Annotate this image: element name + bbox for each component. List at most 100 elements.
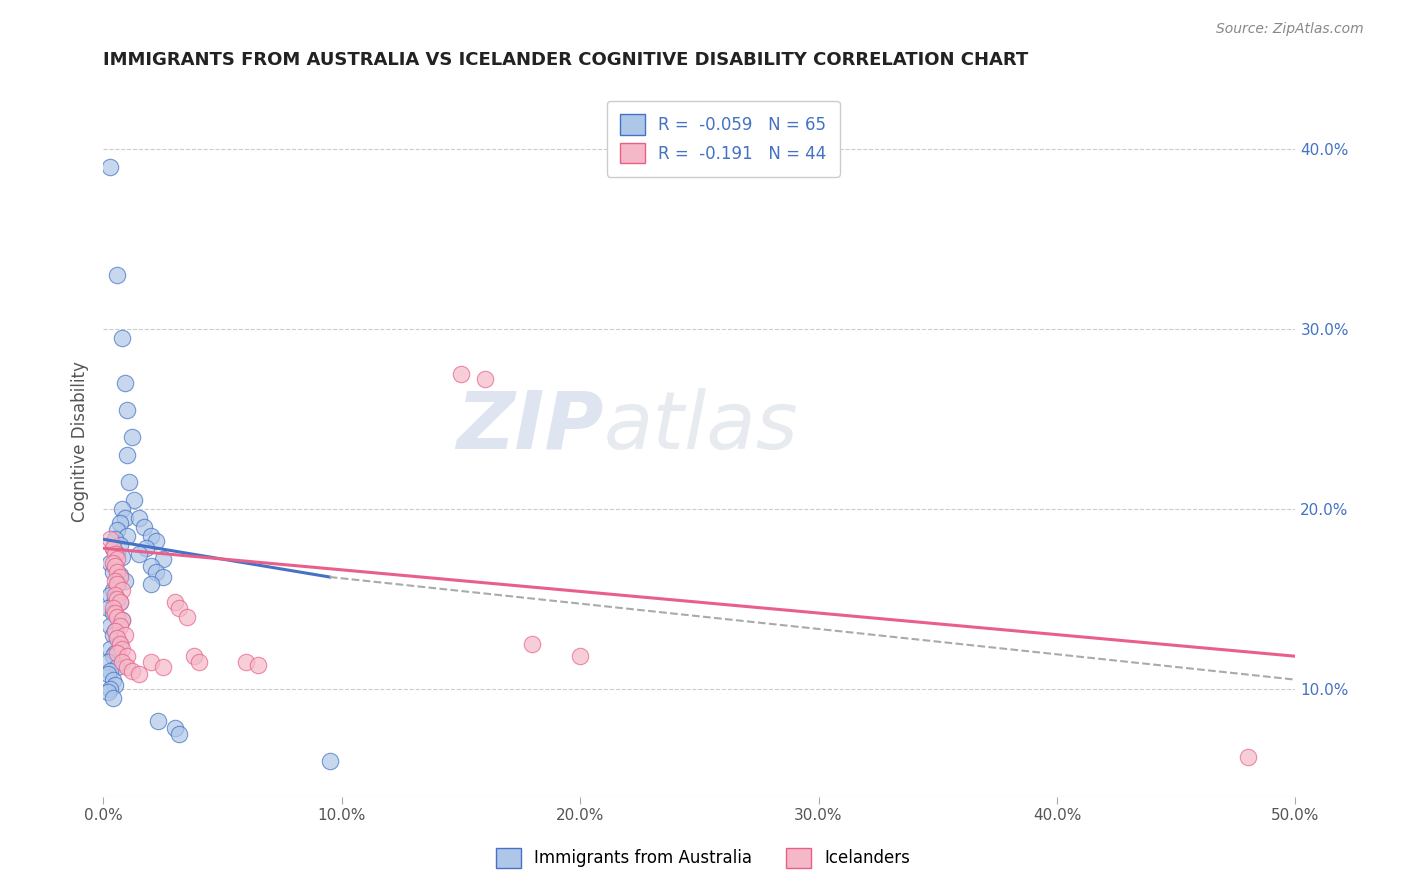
Point: [152, 552, 174, 566]
Text: IMMIGRANTS FROM AUSTRALIA VS ICELANDER COGNITIVE DISABILITY CORRELATION CHART: IMMIGRANTS FROM AUSTRALIA VS ICELANDER C…: [103, 51, 1028, 69]
Point: [98, 664, 121, 678]
Point: [98, 681, 121, 696]
Point: [104, 624, 127, 638]
Point: [101, 541, 124, 556]
Point: [152, 570, 174, 584]
Point: [114, 510, 136, 524]
Point: [111, 613, 134, 627]
Point: [107, 268, 129, 282]
Point: [111, 501, 134, 516]
Point: [98, 160, 121, 174]
Point: [108, 568, 131, 582]
Point: [97, 600, 120, 615]
Point: [111, 655, 134, 669]
Point: [97, 685, 120, 699]
Point: [111, 582, 134, 597]
Point: [107, 552, 129, 566]
Point: [235, 655, 257, 669]
Point: [107, 632, 129, 646]
Point: [111, 642, 134, 657]
Legend: R =  -0.059   N = 65, R =  -0.191   N = 44: R = -0.059 N = 65, R = -0.191 N = 44: [606, 101, 839, 177]
Point: [104, 678, 127, 692]
Point: [101, 673, 124, 687]
Point: [183, 649, 205, 664]
Point: [152, 660, 174, 674]
Point: [115, 402, 138, 417]
Point: [97, 655, 120, 669]
Point: [108, 516, 131, 530]
Point: [107, 632, 129, 646]
Point: [115, 528, 138, 542]
Point: [104, 559, 127, 574]
Point: [101, 606, 124, 620]
Point: [101, 541, 124, 556]
Point: [111, 613, 134, 627]
Point: [139, 577, 162, 591]
Point: [115, 660, 138, 674]
Text: ZIP: ZIP: [457, 388, 605, 466]
Point: [139, 559, 162, 574]
Point: [176, 609, 198, 624]
Point: [1236, 750, 1258, 764]
Point: [128, 667, 150, 681]
Point: [121, 664, 143, 678]
Point: [98, 556, 121, 570]
Point: [107, 565, 129, 579]
Point: [145, 534, 167, 549]
Point: [139, 655, 162, 669]
Point: [187, 655, 209, 669]
Point: [118, 475, 141, 489]
Point: [108, 637, 131, 651]
Y-axis label: Cognitive Disability: Cognitive Disability: [72, 360, 89, 522]
Point: [107, 577, 129, 591]
Point: [98, 618, 121, 632]
Point: [107, 660, 129, 674]
Point: [114, 376, 136, 390]
Point: [108, 538, 131, 552]
Point: [114, 627, 136, 641]
Point: [450, 367, 472, 381]
Point: [128, 547, 150, 561]
Point: [101, 627, 124, 641]
Point: [111, 330, 134, 344]
Point: [115, 649, 138, 664]
Point: [108, 595, 131, 609]
Point: [98, 588, 121, 602]
Point: [135, 541, 157, 556]
Point: [101, 582, 124, 597]
Point: [104, 533, 127, 547]
Point: [101, 556, 124, 570]
Point: [104, 646, 127, 660]
Point: [474, 372, 496, 386]
Legend: Immigrants from Australia, Icelanders: Immigrants from Australia, Icelanders: [489, 841, 917, 875]
Point: [107, 646, 129, 660]
Text: Source: ZipAtlas.com: Source: ZipAtlas.com: [1216, 22, 1364, 37]
Point: [107, 609, 129, 624]
Point: [122, 492, 145, 507]
Point: [111, 550, 134, 565]
Point: [104, 591, 127, 606]
Point: [132, 519, 155, 533]
Point: [522, 637, 544, 651]
Point: [107, 547, 129, 561]
Point: [163, 721, 186, 735]
Point: [101, 565, 124, 579]
Point: [104, 588, 127, 602]
Point: [98, 642, 121, 657]
Point: [169, 600, 191, 615]
Point: [169, 726, 191, 740]
Point: [104, 624, 127, 638]
Point: [247, 658, 270, 673]
Point: [146, 714, 169, 728]
Point: [163, 595, 186, 609]
Point: [107, 577, 129, 591]
Point: [108, 618, 131, 632]
Point: [145, 565, 167, 579]
Point: [108, 637, 131, 651]
Point: [107, 609, 129, 624]
Point: [569, 649, 592, 664]
Point: [104, 574, 127, 588]
Point: [107, 591, 129, 606]
Point: [101, 600, 124, 615]
Point: [318, 754, 340, 768]
